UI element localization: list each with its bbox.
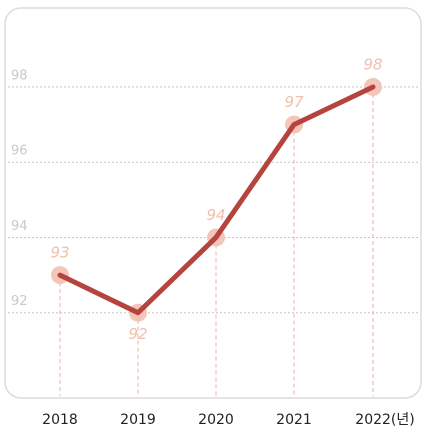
x-tick-label: 2019 — [120, 412, 156, 428]
x-tick-label: 2021 — [276, 412, 312, 428]
value-label: 93 — [50, 244, 69, 262]
x-tick-label: 2022(년) — [355, 412, 414, 428]
chart-frame — [4, 7, 422, 399]
value-label: 98 — [363, 55, 382, 73]
y-tick-label: 98 — [11, 68, 28, 83]
y-tick-label: 94 — [11, 219, 28, 234]
y-tick-label: 96 — [11, 144, 28, 159]
y-tick-label: 92 — [11, 294, 28, 309]
value-label: 94 — [206, 206, 225, 224]
x-tick-label: 2018 — [42, 412, 78, 428]
value-label: 97 — [284, 93, 304, 111]
value-label: 92 — [128, 325, 147, 343]
data-line — [57, 84, 376, 316]
x-tick-label: 2020 — [198, 412, 234, 428]
